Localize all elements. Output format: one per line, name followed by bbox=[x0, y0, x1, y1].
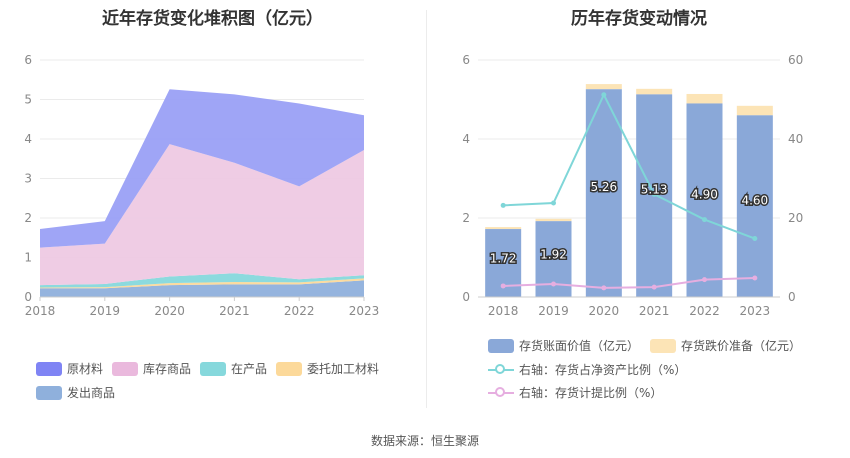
legend-swatch bbox=[276, 361, 302, 376]
ratio-point bbox=[702, 217, 707, 223]
right-y2-tick-label: 40 bbox=[788, 132, 803, 146]
book-value-bar bbox=[585, 89, 622, 297]
right-y-tick-label: 2 bbox=[462, 211, 470, 225]
ratio-line bbox=[503, 277, 755, 289]
legend-item-provision-ratio[interactable]: 右轴：存货计提比例（%） bbox=[488, 384, 662, 401]
legend-item-net-asset-ratio[interactable]: 右轴：存货占净资产比例（%） bbox=[488, 361, 686, 378]
impairment-bar bbox=[636, 88, 673, 95]
legend-item-book-value[interactable]: 存货账面价值（亿元） bbox=[488, 337, 639, 354]
impairment-bar bbox=[535, 218, 572, 222]
ratio-point bbox=[651, 284, 657, 290]
left-y-tick-label: 0 bbox=[24, 290, 32, 304]
ratio-point bbox=[500, 202, 506, 208]
ratio-point bbox=[500, 283, 506, 289]
legend-label: 库存商品 bbox=[143, 362, 192, 376]
panel-divider bbox=[426, 10, 427, 408]
legend-swatch bbox=[36, 361, 62, 376]
right-x-tick-label: 2021 bbox=[639, 304, 670, 318]
right-y2-tick-label: 20 bbox=[788, 211, 803, 225]
area-series bbox=[40, 280, 364, 297]
legend-swatch bbox=[650, 338, 676, 353]
bar-value-label: 5.26 bbox=[590, 180, 617, 194]
legend-label: 右轴：存货占净资产比例（%） bbox=[519, 363, 687, 377]
legend-label: 发出商品 bbox=[67, 386, 116, 400]
right-y-tick-label: 6 bbox=[462, 53, 470, 67]
impairment-bar bbox=[585, 84, 622, 90]
right-y-tick-label: 4 bbox=[462, 132, 470, 146]
book-value-bar bbox=[736, 115, 773, 297]
right-x-tick-label: 2019 bbox=[538, 304, 569, 318]
bar-value-label: 5.13 bbox=[641, 183, 668, 197]
left-y-tick-label: 1 bbox=[24, 251, 32, 265]
left-x-tick-label: 2020 bbox=[154, 304, 185, 318]
left-y-tick-label: 6 bbox=[24, 53, 32, 67]
ratio-point bbox=[702, 277, 707, 283]
legend-swatch bbox=[112, 361, 138, 376]
bar-value-label: 1.72 bbox=[490, 251, 517, 265]
ratio-point bbox=[551, 200, 556, 206]
legend-label: 委托加工材料 bbox=[307, 362, 380, 376]
ratio-point bbox=[601, 285, 607, 291]
left-y-tick-label: 2 bbox=[24, 211, 32, 225]
legend-item-goods-shipped[interactable]: 发出商品 bbox=[36, 384, 115, 401]
legend-label: 原材料 bbox=[67, 362, 104, 376]
right-y2-tick-label: 0 bbox=[788, 290, 796, 304]
left-x-tick-label: 2022 bbox=[284, 304, 315, 318]
area-series bbox=[40, 278, 364, 289]
left-x-tick-label: 2023 bbox=[349, 304, 380, 318]
impairment-bar bbox=[736, 105, 773, 116]
left-y-tick-label: 4 bbox=[24, 132, 32, 146]
legend-swatch bbox=[488, 338, 514, 353]
right-x-tick-label: 2023 bbox=[740, 304, 771, 318]
right-x-tick-label: 2018 bbox=[488, 304, 519, 318]
legend-swatch bbox=[200, 361, 226, 376]
left-y-tick-label: 5 bbox=[24, 93, 32, 107]
legend-item-consigned-materials[interactable]: 委托加工材料 bbox=[276, 360, 379, 377]
legend-item-raw-material[interactable]: 原材料 bbox=[36, 360, 103, 377]
legend-item-wip[interactable]: 在产品 bbox=[200, 360, 267, 377]
left-x-tick-label: 2019 bbox=[90, 304, 121, 318]
legend-label: 在产品 bbox=[231, 362, 268, 376]
data-source-note: 数据来源：恒生聚源 bbox=[370, 434, 479, 448]
right-x-tick-label: 2022 bbox=[689, 304, 720, 318]
left-chart-title: 近年存货变化堆积图（亿元） bbox=[102, 9, 323, 29]
book-value-bar bbox=[686, 103, 723, 297]
left-x-tick-label: 2018 bbox=[25, 304, 56, 318]
bar-value-label: 1.92 bbox=[540, 247, 567, 261]
right-chart-title: 历年存货变动情况 bbox=[571, 9, 707, 29]
legend-label: 存货账面价值（亿元） bbox=[519, 339, 640, 353]
left-y-tick-label: 3 bbox=[24, 172, 32, 186]
impairment-bar bbox=[686, 93, 723, 104]
ratio-point bbox=[601, 92, 607, 98]
left-x-tick-label: 2021 bbox=[219, 304, 250, 318]
legend-label: 右轴：存货计提比例（%） bbox=[519, 386, 663, 400]
ratio-line bbox=[503, 92, 756, 240]
impairment-bar bbox=[485, 227, 522, 230]
ratio-point bbox=[752, 236, 758, 242]
legend-item-impairment[interactable]: 存货跌价准备（亿元） bbox=[650, 337, 801, 354]
ratio-point bbox=[551, 281, 556, 287]
ratio-point bbox=[651, 191, 657, 197]
right-x-tick-label: 2020 bbox=[589, 304, 620, 318]
legend-label: 存货跌价准备（亿元） bbox=[681, 339, 802, 353]
legend-swatch bbox=[36, 385, 62, 400]
area-series bbox=[40, 144, 364, 286]
bar-value-label: 4.90 bbox=[691, 187, 718, 201]
legend-item-finished-goods[interactable]: 库存商品 bbox=[112, 360, 191, 377]
ratio-point bbox=[752, 275, 758, 281]
legend-line-swatch bbox=[488, 386, 514, 400]
area-series bbox=[40, 273, 364, 288]
legend-line-swatch bbox=[488, 363, 514, 377]
area-series bbox=[40, 89, 364, 248]
bar-value-label: 4.60 bbox=[741, 193, 768, 207]
right-y2-tick-label: 60 bbox=[788, 53, 803, 67]
right-y-tick-label: 0 bbox=[462, 290, 470, 304]
